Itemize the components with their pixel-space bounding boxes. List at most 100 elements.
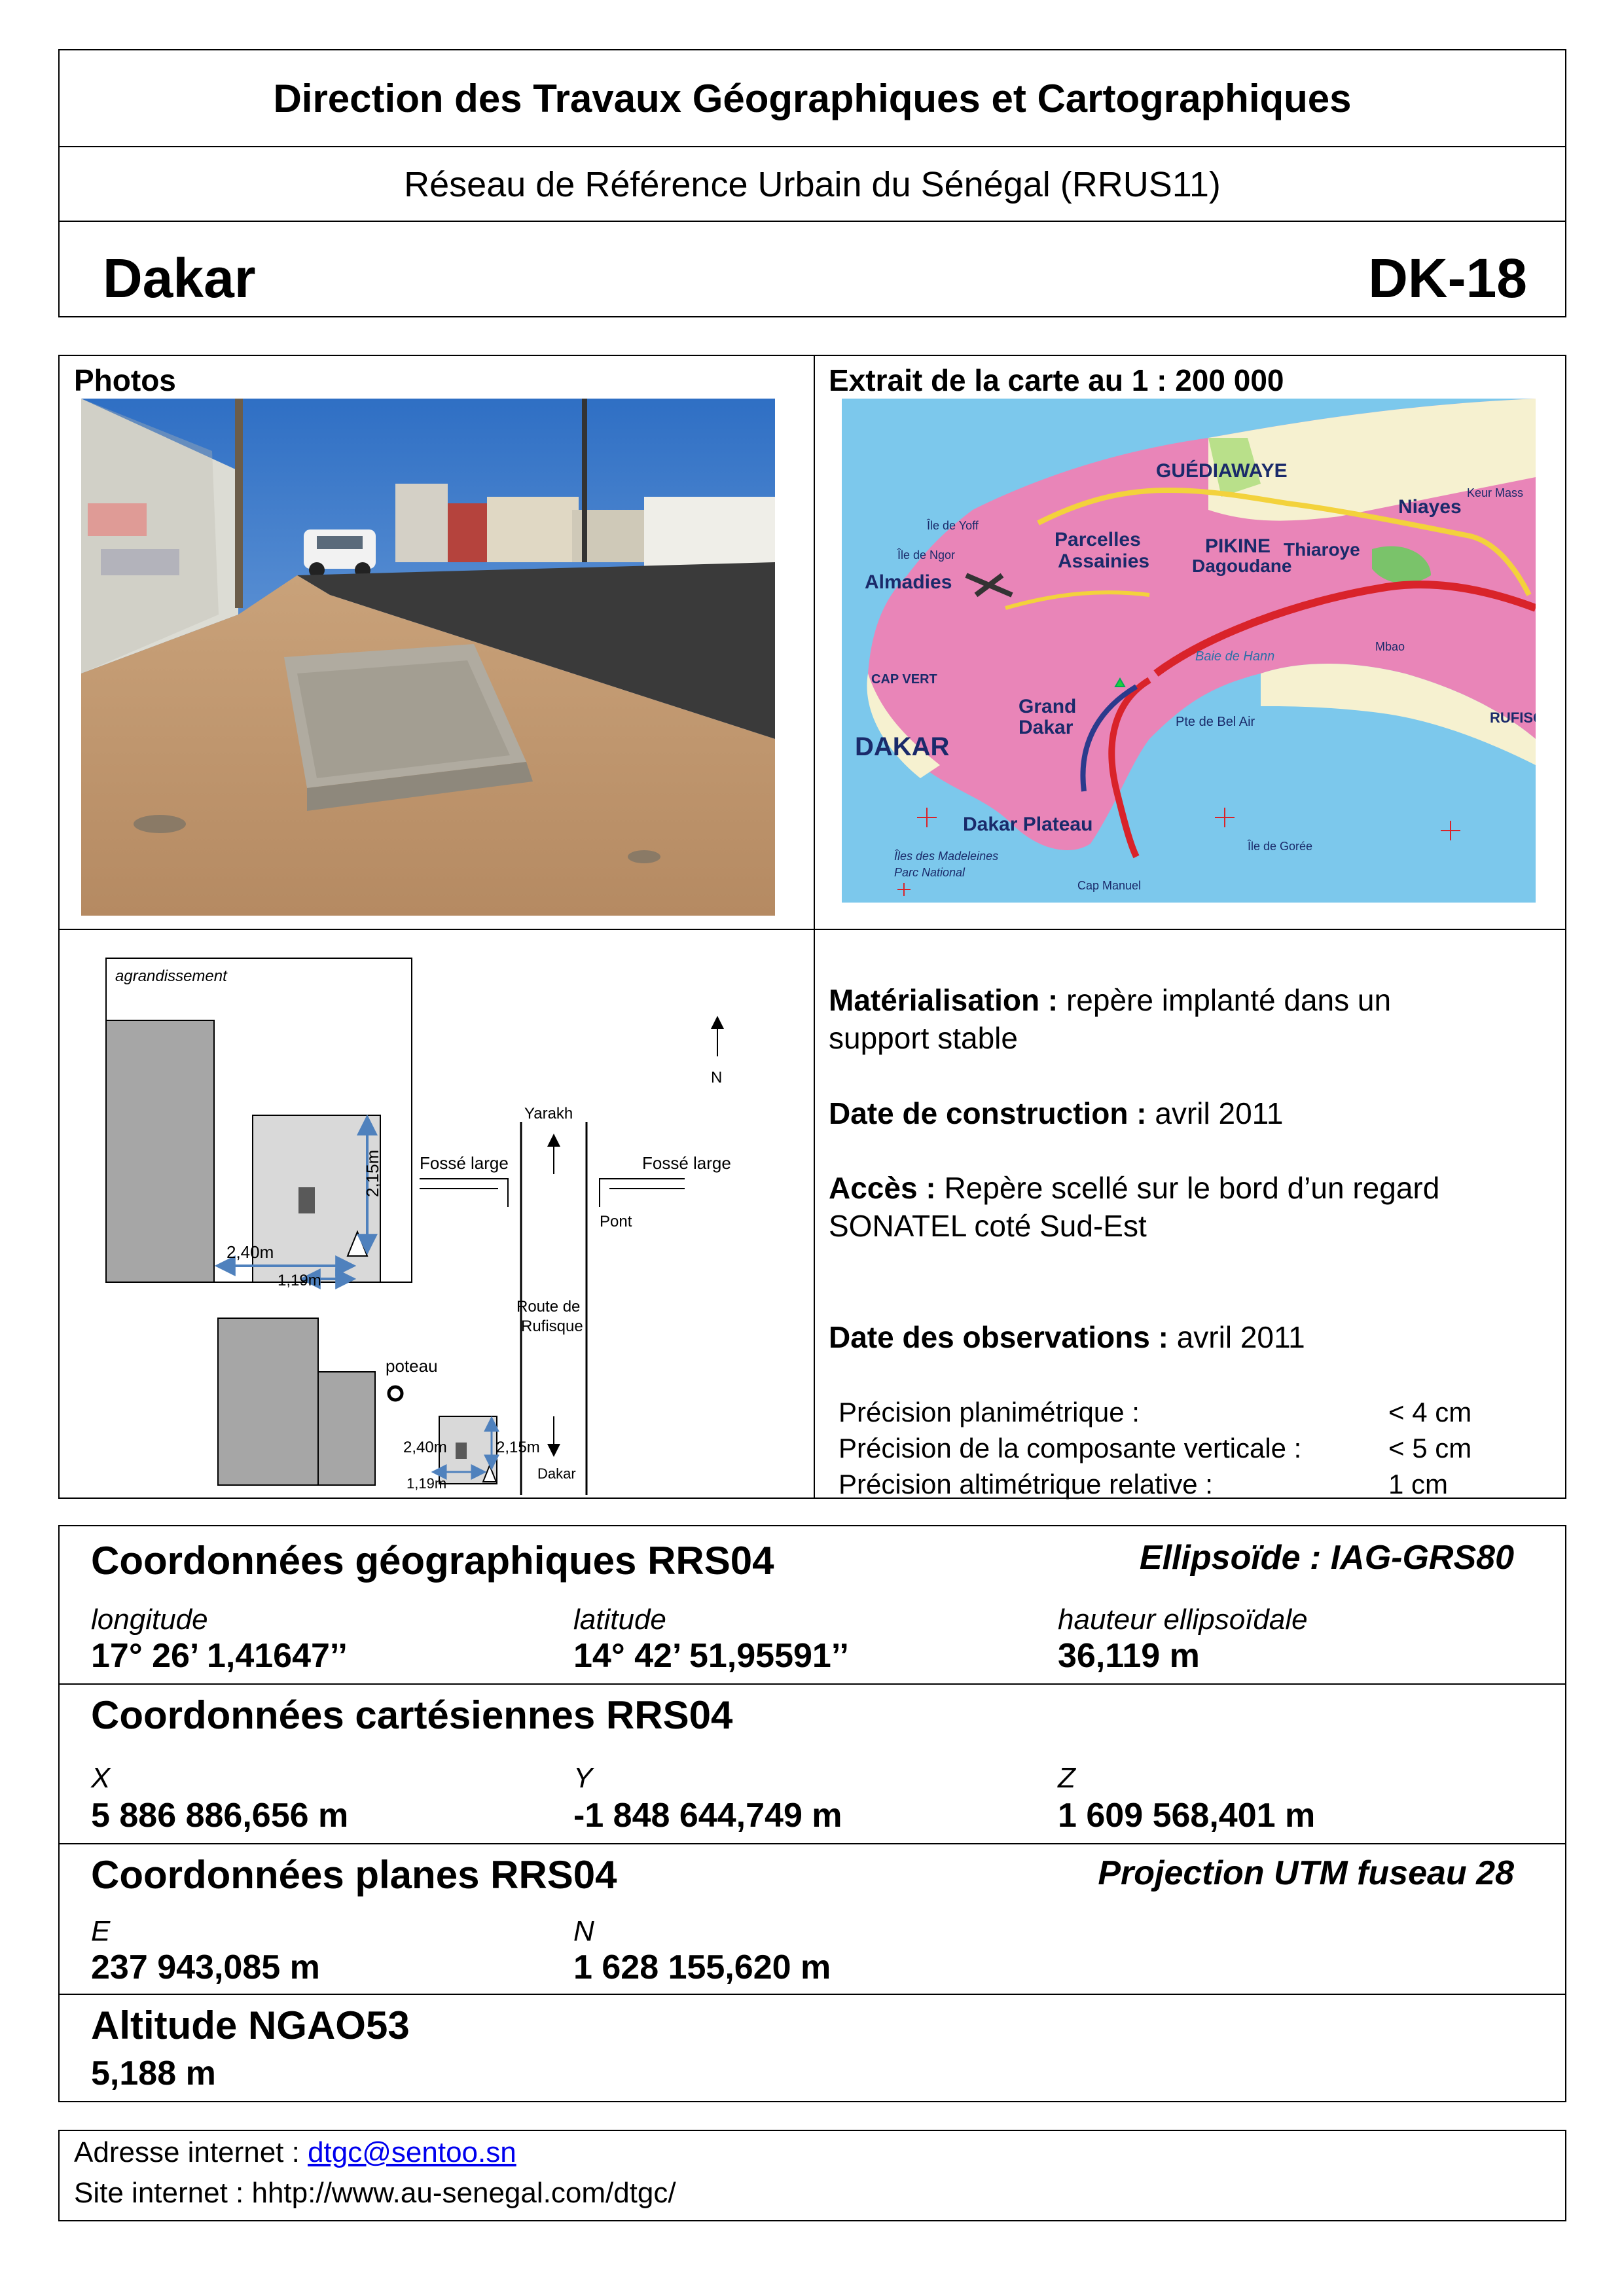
map-label-dagoudane: Dagoudane: [1192, 556, 1291, 576]
access-value: Repère scellé sur le bord d’un regard: [944, 1171, 1440, 1205]
x-label: X: [91, 1762, 111, 1794]
e-label: E: [91, 1915, 111, 1947]
map-label-niayes: Niayes: [1398, 496, 1462, 518]
n-label: N: [573, 1915, 594, 1947]
access-value-2: SONATEL coté Sud-Est: [829, 1209, 1147, 1243]
cartesian-title: Coordonnées cartésiennes RRS04: [91, 1693, 733, 1737]
benchmark-small: [456, 1443, 467, 1459]
map-label-keur-massar: Keur Mass: [1467, 486, 1523, 499]
footer-box: Adresse internet : dtgc@sentoo.sn Site i…: [58, 2130, 1566, 2221]
route-label-1: Route de: [516, 1298, 580, 1316]
z-label: Z: [1058, 1762, 1075, 1794]
map-label-bel-air: Pte de Bel Air: [1176, 715, 1255, 729]
ditch-left-label: Fossé large: [420, 1153, 509, 1173]
geographic-title: Coordonnées géographiques RRS04: [91, 1539, 774, 1583]
n-value: 1 628 155,620 m: [573, 1948, 831, 1986]
map-label-ile-ngor: Île de Ngor: [897, 548, 955, 562]
construction-value: avril 2011: [1155, 1096, 1284, 1130]
dim-height-small: 2,15m: [496, 1439, 540, 1456]
map-label-grand: Grand: [1019, 696, 1076, 717]
map-label-dakar-city: Dakar: [1019, 717, 1074, 738]
y-label: Y: [573, 1762, 593, 1794]
grid-divider-vertical: [814, 356, 815, 1498]
precision-label-0: Précision planimétrique :: [839, 1397, 1140, 1427]
info-grid: Photos Extrait de la carte au 1 : 200 00…: [58, 355, 1566, 1499]
x-value: 5 886 886,656 m: [91, 1797, 349, 1835]
construction-block: Date de construction : avril 2011: [829, 1094, 1283, 1132]
altitude-title: Altitude NGAO53: [91, 2003, 410, 2047]
route-label-2: Rufisque: [521, 1318, 583, 1335]
altitude-section: Altitude NGAO53 5,188 m: [60, 1995, 1565, 2102]
map-label-madeleines: Îles des Madeleines: [894, 850, 998, 863]
materialisation-block: Matérialisation : repère implanté dans u…: [829, 981, 1391, 1057]
photos-title: Photos: [74, 363, 176, 397]
observations-label: Date des observations :: [829, 1320, 1168, 1354]
email-link[interactable]: dtgc@sentoo.sn: [308, 2136, 516, 2168]
pole-label: poteau: [386, 1356, 438, 1376]
map-label-guediawaye: GUÉDIAWAYE: [1156, 459, 1288, 482]
longitude-label: longitude: [91, 1604, 208, 1636]
site-photo: [81, 399, 775, 916]
location-map: GUÉDIAWAYE Niayes Parcelles Assainies PI…: [842, 399, 1536, 903]
observations-value: avril 2011: [1176, 1320, 1305, 1354]
altitude-value: 5,188 m: [91, 2054, 216, 2092]
precision-value-1: < 5 cm: [1388, 1433, 1472, 1463]
map-title: Extrait de la carte au 1 : 200 000: [829, 363, 1284, 397]
planar-title: Coordonnées planes RRS04: [91, 1853, 617, 1897]
latitude-value: 14° 42’ 51,95591’’: [573, 1637, 849, 1675]
dim-width-label: 2,40m: [226, 1242, 274, 1262]
materialisation-value-2: support stable: [829, 1021, 1018, 1055]
dim-offset-label: 1,19m: [278, 1272, 321, 1289]
construction-label: Date de construction :: [829, 1096, 1147, 1130]
map-label-almadies: Almadies: [865, 571, 952, 593]
agency-title: Direction des Travaux Géographiques et C…: [60, 50, 1565, 147]
grid-divider-horizontal: [60, 929, 1565, 930]
map-label-mbao: Mbao: [1375, 640, 1405, 653]
precision-value-0: < 4 cm: [1388, 1397, 1472, 1427]
email-line: Adresse internet : dtgc@sentoo.sn: [74, 2136, 516, 2169]
dim-width-small: 2,40m: [403, 1439, 447, 1456]
map-label-ile-goree: Île de Gorée: [1247, 840, 1312, 853]
map-label-rufisque: RUFISQ: [1490, 709, 1536, 726]
observations-block: Date des observations : avril 2011: [829, 1318, 1305, 1356]
access-label: Accès :: [829, 1171, 936, 1205]
longitude-value: 17° 26’ 1,41647’’: [91, 1637, 348, 1675]
y-value: -1 848 644,749 m: [573, 1797, 842, 1835]
coordinates-box: Coordonnées géographiques RRS04 Ellipsoï…: [58, 1525, 1566, 2102]
map-label-cap-manuel: Cap Manuel: [1077, 879, 1141, 892]
map-label-ile-yoff: Île de Yoff: [926, 519, 979, 532]
height-label: hauteur ellipsoïdale: [1058, 1604, 1308, 1636]
map-label-assainies: Assainies: [1058, 550, 1149, 572]
materialisation-value: repère implanté dans un: [1066, 983, 1392, 1017]
location-sketch: agrandissement 2,15m 2,40m 1,19m N Yarak…: [105, 958, 731, 1495]
map-label-parc: Parc National: [894, 866, 965, 879]
map-label-pikine: PIKINE: [1205, 535, 1271, 557]
cartesian-section: Coordonnées cartésiennes RRS04 X Y Z 5 8…: [60, 1685, 1565, 1844]
email-label: Adresse internet :: [74, 2136, 308, 2168]
planar-section: Coordonnées planes RRS04 Projection UTM …: [60, 1844, 1565, 1995]
e-value: 237 943,085 m: [91, 1948, 320, 1986]
geographic-section: Coordonnées géographiques RRS04 Ellipsoï…: [60, 1526, 1565, 1685]
north-label: N: [711, 1069, 722, 1086]
projection-label: Projection UTM fuseau 28: [1098, 1854, 1514, 1892]
latitude-label: latitude: [573, 1604, 666, 1636]
yarakh-label: Yarakh: [524, 1105, 573, 1122]
city-name: Dakar: [103, 247, 256, 309]
dim-height-label: 2,15m: [363, 1150, 382, 1197]
map-label-parcelles: Parcelles: [1055, 529, 1141, 550]
map-label-dakar: DAKAR: [855, 732, 950, 761]
building-large: [105, 1020, 215, 1283]
map-label-thiaroye: Thiaroye: [1284, 539, 1360, 560]
header-box: Direction des Travaux Géographiques et C…: [58, 49, 1566, 317]
access-block: Accès : Repère scellé sur le bord d’un r…: [829, 1169, 1439, 1245]
materialisation-label: Matérialisation :: [829, 983, 1058, 1017]
pole-icon: [387, 1385, 404, 1402]
precision-value-2: 1 cm: [1388, 1469, 1449, 1499]
station-code: DK-18: [1368, 247, 1527, 309]
dakar-label: Dakar: [537, 1465, 576, 1482]
network-title: Réseau de Référence Urbain du Sénégal (R…: [60, 147, 1565, 222]
enlargement-label: agrandissement: [115, 967, 228, 985]
map-label-baie-hann: Baie de Hann: [1195, 649, 1274, 664]
map-label-cap-vert: CAP VERT: [871, 672, 937, 687]
ellipsoid-label: Ellipsoïde : IAG-GRS80: [1139, 1539, 1514, 1577]
